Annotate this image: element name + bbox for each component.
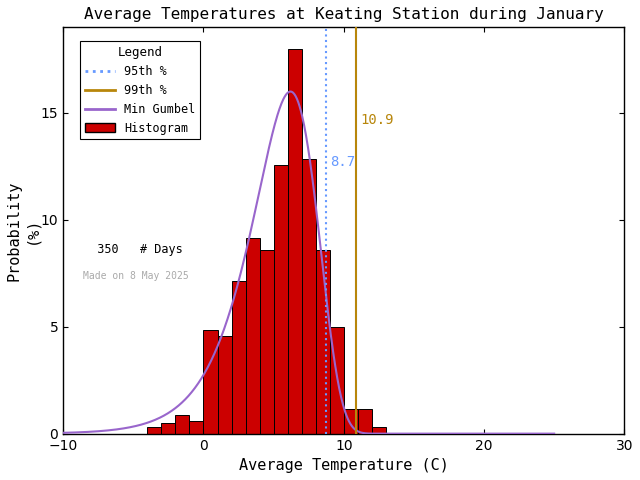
Bar bbox=[189, 421, 204, 433]
Bar bbox=[301, 158, 316, 433]
Bar bbox=[344, 409, 358, 433]
X-axis label: Average Temperature (C): Average Temperature (C) bbox=[239, 458, 449, 473]
Text: 8.7: 8.7 bbox=[330, 156, 355, 169]
Bar bbox=[147, 427, 161, 433]
Bar bbox=[330, 327, 344, 433]
Bar bbox=[204, 330, 218, 433]
Bar bbox=[161, 423, 175, 433]
Bar bbox=[218, 336, 232, 433]
Bar bbox=[358, 409, 372, 433]
Y-axis label: Probability
(%): Probability (%) bbox=[7, 180, 39, 281]
Bar bbox=[232, 281, 246, 433]
Bar bbox=[287, 48, 301, 433]
Bar bbox=[246, 238, 260, 433]
Legend: 95th %, 99th %, Min Gumbel, Histogram: 95th %, 99th %, Min Gumbel, Histogram bbox=[81, 41, 200, 139]
Text: 350   # Days: 350 # Days bbox=[83, 243, 182, 256]
Bar bbox=[274, 165, 287, 433]
Text: 10.9: 10.9 bbox=[360, 112, 394, 127]
Text: Made on 8 May 2025: Made on 8 May 2025 bbox=[83, 271, 189, 281]
Bar bbox=[316, 251, 330, 433]
Title: Average Temperatures at Keating Station during January: Average Temperatures at Keating Station … bbox=[84, 7, 604, 22]
Bar bbox=[175, 415, 189, 433]
Bar bbox=[260, 251, 274, 433]
Bar bbox=[372, 427, 386, 433]
